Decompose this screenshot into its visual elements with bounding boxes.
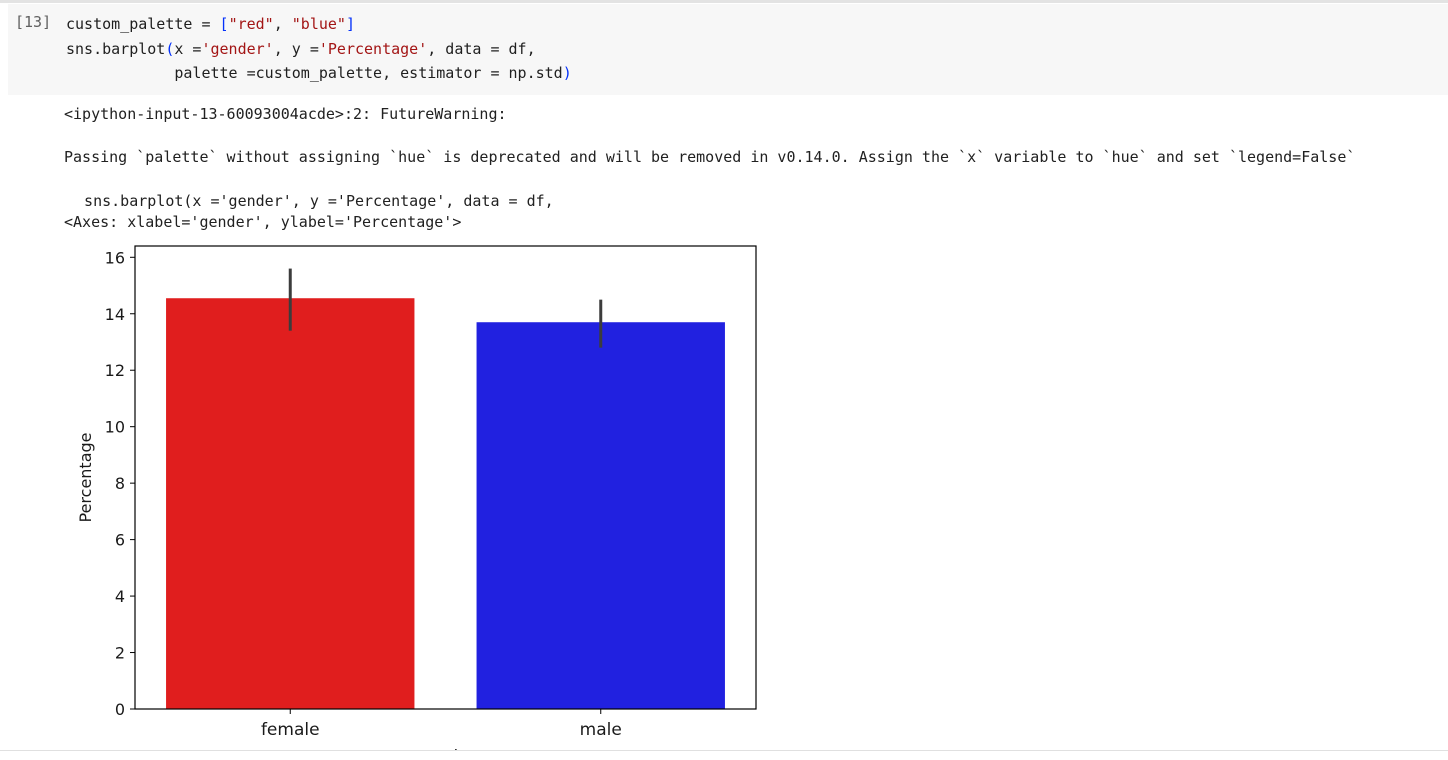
code-cell[interactable]: [13] custom_palette = ["red", "blue"] sn… [8,4,1448,95]
bottom-border [0,750,1448,751]
code-token: custom_palette = [66,15,220,33]
y-tick-label: 4 [115,587,125,606]
code-token: [ [219,15,229,33]
y-axis-label: Percentage [76,432,95,522]
code-token: sns.barplot [66,39,166,58]
code-line: sns.barplot(x ='gender', y ='Percentage'… [66,40,536,58]
code-line: custom_palette = ["red", "blue"] [66,15,355,33]
code-token: , data = df, [427,39,536,58]
y-tick-label: 14 [105,305,125,324]
x-tick-label: male [580,720,622,740]
code-token: "blue" [291,15,346,33]
x-tick-label: female [261,720,320,740]
x-axis-label: gender [415,747,475,750]
y-tick-label: 12 [105,361,125,380]
y-tick-label: 8 [115,474,125,493]
execution-count: [13] [15,13,52,31]
code-token: palette =custom_palette, estimator = np.… [66,64,563,82]
code-token: , [273,15,292,33]
code-token: ( [165,39,175,58]
warning-message: Passing `palette` without assigning `hue… [64,148,1356,166]
code-token: x = [174,39,202,58]
code-token: 'Percentage' [318,39,428,58]
y-tick-label: 2 [115,644,125,663]
chart-svg: female male 0 2 4 6 8 10 12 14 16 Percentage gender [60,238,780,750]
y-tick-label: 0 [115,700,125,719]
code-token: ] [345,15,355,33]
code-token: "red" [228,15,274,33]
code-token: ) [562,64,572,82]
y-tick-label: 6 [115,531,125,550]
bar-chart: female male 0 2 4 6 8 10 12 14 16 Percentage gender [60,238,780,750]
y-tick-label: 10 [105,418,125,437]
axes-repr: <Axes: xlabel='gender', ylabel='Percenta… [64,213,462,231]
top-border [0,0,1448,3]
bar [166,298,415,709]
y-tick-label: 16 [105,248,125,267]
code-token: , y = [273,39,319,58]
axes-frame [134,245,757,710]
bar [476,322,725,709]
code-editor[interactable]: custom_palette = ["red", "blue"] sns.bar… [66,12,572,86]
warning-source-line: sns.barplot(x ='gender', y ='Percentage'… [66,192,554,210]
warning-header: <ipython-input-13-60093004acde>:2: Futur… [64,105,507,123]
code-token: 'gender' [201,39,274,58]
code-line: palette =custom_palette, estimator = np.… [66,64,572,82]
